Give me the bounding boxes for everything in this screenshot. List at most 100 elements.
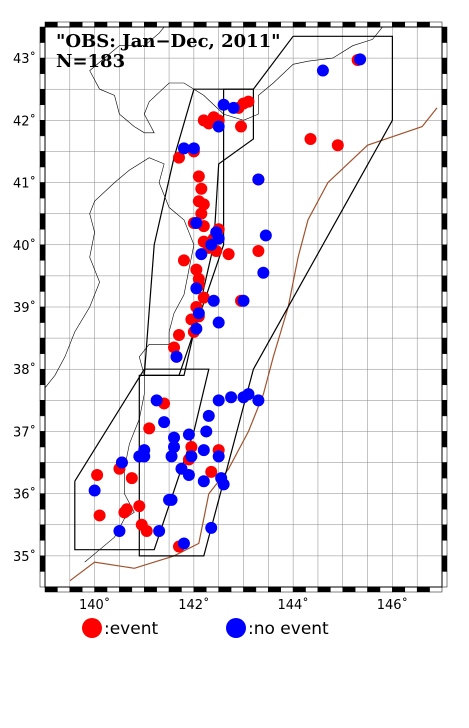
frame-segment (144, 21, 157, 28)
frame-segment (39, 73, 46, 90)
frame-segment (441, 555, 448, 572)
map-border (44, 26, 443, 588)
no-event-marker (182, 469, 195, 481)
frame-segment (441, 73, 448, 90)
no-event-marker (170, 350, 183, 363)
frame-segment (268, 21, 281, 28)
coastline (45, 27, 383, 563)
frame-segment (441, 415, 448, 432)
trench-path (69, 107, 438, 582)
no-event-marker (212, 120, 225, 133)
no-event-marker (316, 64, 329, 77)
y-tick-label: 38˚ (13, 362, 36, 378)
frame-segment (441, 322, 448, 339)
no-event-marker (177, 537, 190, 550)
y-tick-label: 42˚ (13, 113, 36, 129)
frame-segment (441, 524, 448, 541)
frame-segment (441, 120, 448, 137)
frame-segment (39, 337, 46, 354)
no-event-marker (113, 525, 126, 537)
no-event-marker (88, 484, 101, 497)
event-marker (172, 329, 185, 341)
frame-segment (330, 586, 343, 593)
frame-segment (44, 21, 58, 28)
frame-segment (39, 368, 46, 386)
x-tick-label: 140˚ (79, 597, 110, 613)
frame-segment (39, 213, 46, 230)
event-marker (242, 95, 255, 108)
frame-segment (441, 508, 448, 526)
frame-segment (441, 275, 448, 292)
frame-segment (416, 586, 430, 593)
frame-segment (39, 228, 46, 246)
y-tick-label: 43˚ (13, 51, 36, 67)
frame-segment (441, 446, 448, 463)
frame-segment (39, 446, 46, 463)
no-event-marker (200, 425, 213, 438)
frame-segment (206, 586, 219, 593)
frame-segment (441, 462, 448, 479)
no-event-marker (163, 493, 176, 506)
frame-segment (230, 21, 244, 28)
event-marker (205, 465, 218, 478)
frame-segment (156, 586, 170, 593)
axis-tick-labels: 140˚ 142˚ 144˚ 146˚ 35˚ 36˚ 37˚ 38˚ 39˚ 40˚ 41˚ 42˚… (13, 51, 408, 613)
no-event-marker (177, 142, 190, 155)
frame-segment (39, 384, 46, 401)
frame-segment (416, 21, 430, 28)
no-event-marker (354, 53, 367, 66)
frame-segment (218, 21, 232, 28)
frame-segment (292, 586, 306, 593)
no-event-marker (217, 98, 230, 111)
event-marker (140, 525, 153, 537)
frame-segment (44, 586, 58, 593)
frame-segment (119, 21, 133, 28)
no-event-marker (187, 142, 200, 155)
frame-segment (392, 21, 406, 28)
event-marker (168, 341, 181, 354)
no-event-marker (212, 450, 225, 463)
frame-segment (441, 135, 448, 152)
frame-segment (441, 540, 448, 557)
event-marker (120, 503, 133, 516)
event-marker (197, 114, 210, 127)
frame-segment (441, 493, 448, 510)
map-frame (39, 21, 448, 593)
frame-segment (57, 21, 71, 28)
frame-segment (39, 540, 46, 557)
frame-segment (39, 197, 46, 214)
no-event-marker (227, 101, 240, 114)
frame-segment (39, 26, 46, 43)
frame-segment (181, 21, 195, 28)
frame-segment (193, 586, 207, 593)
frame-segment (441, 104, 448, 121)
frame-segment (69, 586, 83, 593)
frame-segment (342, 586, 356, 593)
no-event-marker (190, 282, 203, 295)
event-marker (235, 120, 248, 133)
frame-segment (39, 415, 46, 432)
frame-segment (354, 21, 368, 28)
no-event-marker (257, 266, 270, 279)
frame-segment (379, 21, 393, 28)
frame-segment (39, 104, 46, 121)
frame-segment (39, 151, 46, 168)
frame-segment (181, 586, 195, 593)
no-event-marker (168, 441, 181, 453)
no-event-marker (165, 450, 178, 463)
no-event-marker (190, 217, 203, 229)
event-marker (195, 207, 208, 220)
event-marker (172, 151, 185, 164)
no-event-marker (217, 478, 230, 491)
event-marker (331, 139, 344, 152)
no-event-marker (197, 444, 210, 457)
trench-line (69, 107, 438, 582)
no-event-marker (242, 388, 255, 401)
no-event-marker (259, 229, 272, 242)
event-marker (177, 254, 190, 267)
frame-segment (39, 353, 46, 370)
frame-segment (39, 508, 46, 526)
frame-segment (131, 586, 145, 593)
frame-segment (392, 586, 406, 593)
